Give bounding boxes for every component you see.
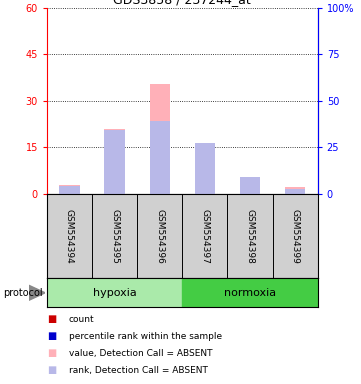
Bar — [104, 129, 125, 194]
Text: percentile rank within the sample: percentile rank within the sample — [69, 332, 222, 341]
Text: GSM554399: GSM554399 — [291, 209, 300, 263]
Bar — [182, 278, 318, 307]
Bar — [240, 185, 260, 194]
Bar — [59, 185, 80, 194]
Bar — [47, 278, 182, 307]
Bar — [149, 84, 170, 194]
Bar — [104, 130, 125, 194]
Bar — [201, 192, 208, 194]
Text: GSM554395: GSM554395 — [110, 209, 119, 263]
Bar — [285, 189, 305, 194]
Text: ■: ■ — [47, 348, 56, 358]
Bar — [111, 192, 118, 194]
Title: GDS3858 / 237244_at: GDS3858 / 237244_at — [113, 0, 251, 7]
Bar — [66, 186, 73, 194]
Bar — [240, 177, 260, 194]
Text: ■: ■ — [47, 314, 56, 324]
Polygon shape — [29, 285, 45, 300]
Bar — [66, 192, 73, 194]
Text: hypoxia: hypoxia — [93, 288, 136, 298]
Bar — [195, 143, 215, 194]
Bar — [247, 192, 253, 194]
Text: normoxia: normoxia — [224, 288, 276, 298]
Text: protocol: protocol — [4, 288, 43, 298]
Text: ■: ■ — [47, 365, 56, 375]
Bar — [195, 143, 215, 194]
Text: count: count — [69, 314, 94, 324]
Text: GSM554394: GSM554394 — [65, 209, 74, 263]
Text: ■: ■ — [47, 331, 56, 341]
Bar — [149, 121, 170, 194]
Text: GSM554396: GSM554396 — [155, 209, 164, 263]
Bar — [59, 186, 80, 194]
Text: GSM554398: GSM554398 — [245, 209, 255, 263]
Text: rank, Detection Call = ABSENT: rank, Detection Call = ABSENT — [69, 366, 208, 375]
Text: GSM554397: GSM554397 — [200, 209, 209, 263]
Bar — [292, 192, 299, 194]
Bar — [285, 187, 305, 194]
Bar — [156, 192, 163, 194]
Text: value, Detection Call = ABSENT: value, Detection Call = ABSENT — [69, 349, 212, 358]
